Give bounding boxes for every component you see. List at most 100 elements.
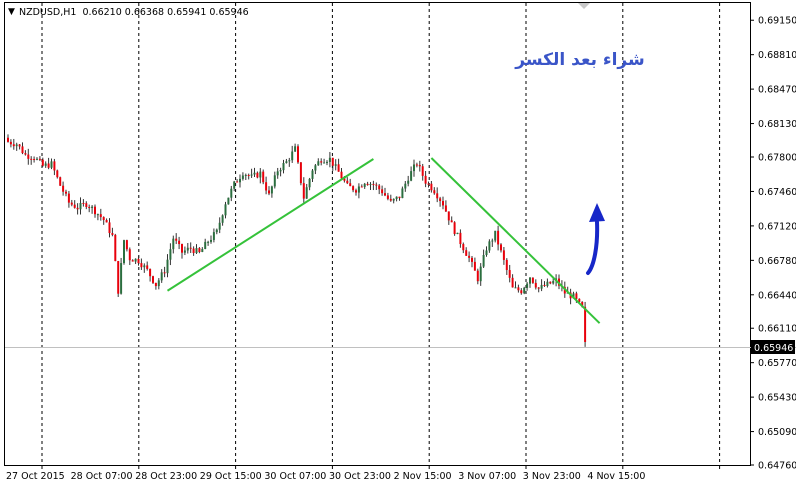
x-tick-label: 27 Oct 2015: [6, 471, 65, 482]
candle-body: [537, 287, 540, 289]
candle: [384, 187, 386, 197]
candle: [326, 160, 328, 166]
candle: [15, 142, 18, 151]
candle-body: [65, 191, 67, 194]
candle-body: [149, 268, 152, 277]
candle-body: [384, 193, 386, 196]
candle: [215, 228, 218, 235]
y-tick-label: 0.68130: [758, 119, 796, 130]
candle: [473, 257, 476, 271]
candle-body: [386, 195, 389, 199]
chart-menu-icon[interactable]: ▼: [8, 7, 15, 17]
candle-body: [526, 283, 529, 288]
candle: [430, 180, 433, 193]
candle-body: [91, 206, 94, 208]
candle-body: [285, 161, 288, 164]
candle: [299, 162, 302, 186]
candle-body: [505, 259, 508, 271]
candle: [305, 183, 308, 199]
candle-body: [331, 157, 334, 166]
candle: [131, 259, 134, 262]
y-tick-label: 0.67460: [758, 187, 796, 198]
candle-body: [311, 170, 314, 179]
candle-body: [323, 162, 326, 164]
candle-body: [317, 161, 320, 166]
candle: [56, 169, 59, 179]
candle: [230, 185, 233, 202]
candle: [76, 203, 79, 215]
candle-body: [511, 277, 514, 288]
candle-body: [21, 146, 24, 154]
candle: [439, 196, 442, 207]
candle: [273, 171, 276, 189]
candle-body: [485, 250, 488, 255]
candle-body: [520, 290, 523, 294]
candle-body: [259, 171, 262, 178]
candle-body: [102, 217, 105, 221]
candle-body: [82, 202, 85, 204]
candle-body: [160, 272, 163, 281]
candle-body: [166, 259, 169, 274]
candle-body: [239, 178, 241, 183]
candle: [346, 177, 349, 185]
x-tick-label: 4 Nov 15:00: [587, 471, 645, 482]
candle-body: [201, 249, 204, 252]
trendline-2[interactable]: [430, 157, 601, 324]
y-tick-label: 0.67120: [758, 221, 796, 232]
candle: [462, 242, 465, 254]
candle-body: [212, 232, 215, 240]
candle-body: [204, 241, 207, 250]
trendlines[interactable]: [166, 157, 601, 324]
candle: [218, 217, 221, 234]
y-axis: 0.69150 0.68810 0.68470 0.68130 0.67800 0.674…: [750, 16, 796, 472]
candle: [279, 167, 282, 177]
candle: [456, 232, 459, 235]
candle: [79, 197, 82, 215]
candle: [125, 239, 128, 252]
candle-body: [163, 272, 166, 274]
candle-body: [494, 230, 497, 241]
candle-body: [207, 241, 210, 243]
candle-body: [256, 172, 259, 178]
candle-body: [88, 206, 91, 208]
candle-body: [363, 183, 366, 187]
trendline-1[interactable]: [166, 158, 374, 292]
candle: [444, 200, 447, 213]
candle: [505, 258, 508, 275]
candle-body: [572, 293, 575, 299]
candle: [195, 244, 198, 254]
candle: [407, 175, 410, 187]
candle-body: [584, 306, 587, 342]
candle: [178, 236, 181, 250]
shift-marker-icon[interactable]: [578, 3, 590, 9]
candle-body: [236, 181, 239, 183]
candle-body: [534, 282, 537, 288]
y-tick-label: 0.68810: [758, 50, 796, 61]
candle-body: [183, 250, 186, 253]
candle: [276, 167, 279, 179]
candle: [152, 275, 154, 285]
current-price-label: 0.65946: [754, 343, 793, 354]
candle: [163, 266, 166, 278]
candle-body: [479, 266, 482, 282]
candle-body: [581, 301, 584, 307]
candle-body: [38, 158, 41, 160]
candle: [418, 160, 421, 172]
candle-body: [502, 250, 505, 260]
candle-body: [94, 206, 96, 215]
x-tick-label: 3 Nov 07:00: [458, 471, 516, 482]
candle: [386, 192, 389, 201]
candle: [459, 229, 462, 248]
candle: [424, 171, 427, 188]
candle: [497, 225, 500, 251]
candle-body: [468, 255, 471, 258]
up-arrow-annotation[interactable]: [586, 203, 605, 275]
candle-body: [250, 174, 253, 176]
candle-body: [430, 183, 433, 191]
candle-body: [421, 166, 424, 176]
candle: [96, 213, 99, 221]
candle-body: [305, 187, 308, 199]
candle-body: [146, 265, 149, 269]
